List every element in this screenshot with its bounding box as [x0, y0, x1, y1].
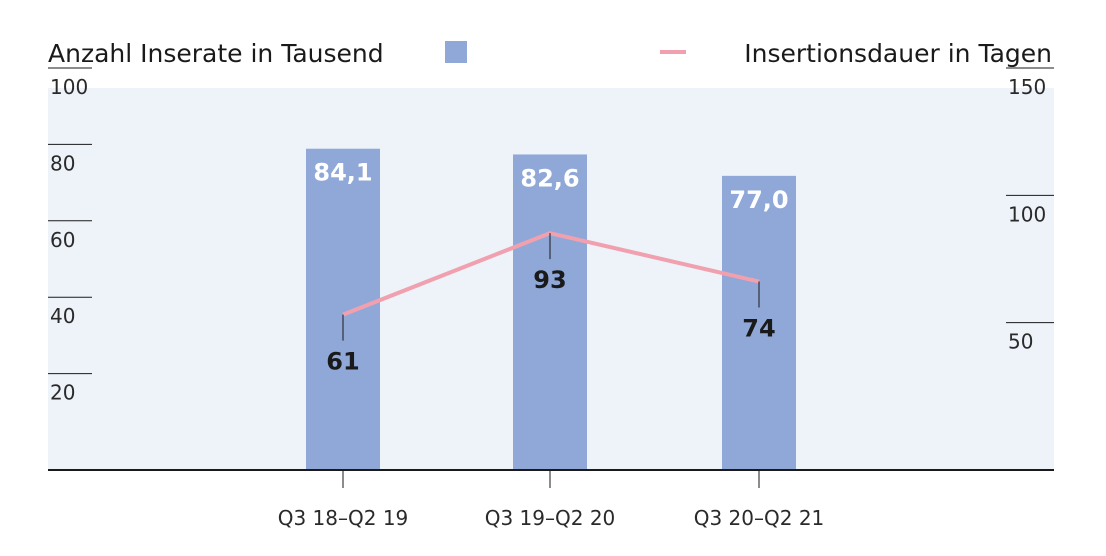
line-series: 61 93 74	[326, 231, 776, 376]
bar	[306, 148, 380, 470]
category-label: Q3 20–Q2 21	[694, 506, 825, 530]
category-label: Q3 19–Q2 20	[485, 506, 616, 530]
legend-swatch-line	[660, 50, 686, 54]
right-tick-label: 50	[1008, 330, 1033, 354]
line-value-label: 74	[742, 315, 775, 343]
left-axis: 20 40 60 80 100	[48, 67, 92, 405]
right-tick-label: 150	[1008, 75, 1046, 99]
bar-value-label: 84,1	[313, 159, 372, 187]
legend-label-bars: Anzahl Inserate in Tausend	[48, 39, 384, 68]
bar	[513, 154, 587, 470]
line-value-label: 93	[533, 266, 566, 294]
category-axis: Q3 18–Q2 19 Q3 19–Q2 20 Q3 20–Q2 21	[278, 470, 825, 530]
bar-value-label: 77,0	[729, 186, 788, 214]
category-label: Q3 18–Q2 19	[278, 506, 409, 530]
left-tick-label: 20	[50, 381, 75, 405]
left-tick-label: 100	[50, 75, 88, 99]
legend: Anzahl Inserate in Tausend Insertionsdau…	[48, 39, 1052, 68]
bar-series: 84,1 82,6 77,0	[306, 148, 796, 471]
right-tick-label: 100	[1008, 202, 1046, 226]
legend-label-line: Insertionsdauer in Tagen	[744, 39, 1052, 68]
legend-swatch-bars	[445, 41, 467, 63]
right-axis: 50 100 150	[1006, 67, 1054, 354]
bar	[722, 175, 796, 471]
bar-value-label: 82,6	[520, 164, 579, 192]
line-value-label: 61	[326, 348, 359, 376]
left-tick-label: 60	[50, 228, 75, 252]
left-tick-label: 80	[50, 151, 75, 175]
left-tick-label: 40	[50, 304, 75, 328]
